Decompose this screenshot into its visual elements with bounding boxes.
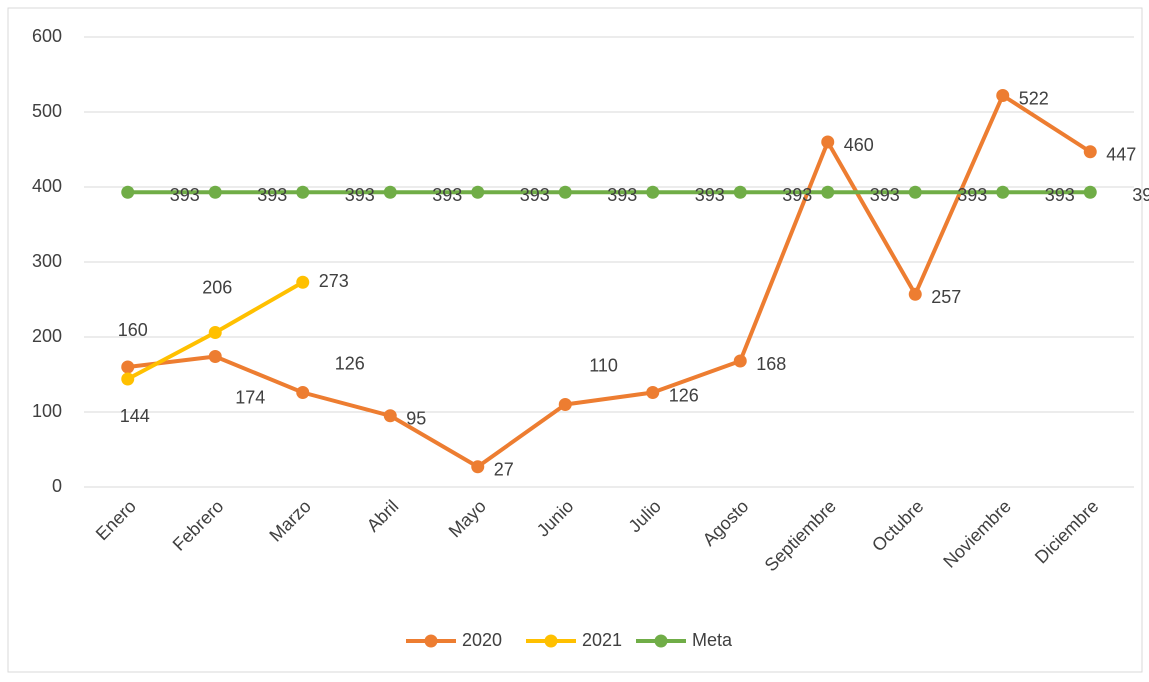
- point: [821, 185, 835, 199]
- data-label: 393: [345, 185, 375, 205]
- point: [383, 409, 397, 423]
- point: [996, 89, 1010, 102]
- y-tick-label: 0: [52, 476, 62, 496]
- data-label: 168: [756, 354, 786, 374]
- point: [646, 185, 660, 199]
- data-label: 110: [589, 355, 618, 375]
- point: [208, 326, 222, 339]
- data-label: 393: [607, 185, 637, 205]
- point: [471, 460, 485, 474]
- legend-marker: [654, 634, 668, 648]
- y-tick-label: 100: [32, 401, 62, 421]
- data-label: 126: [669, 385, 699, 405]
- data-label: 393: [1132, 185, 1149, 205]
- point: [733, 185, 747, 199]
- point: [471, 185, 485, 199]
- point: [296, 185, 310, 199]
- legend-label: Meta: [692, 630, 733, 650]
- point: [646, 386, 660, 399]
- point: [996, 185, 1010, 199]
- point: [908, 185, 922, 199]
- data-label: 460: [844, 135, 874, 155]
- data-label: 273: [319, 271, 349, 291]
- point: [558, 398, 572, 411]
- data-label: 95: [406, 409, 426, 429]
- data-label: 393: [695, 185, 725, 205]
- data-label: 393: [432, 185, 462, 205]
- y-tick-label: 400: [32, 176, 62, 196]
- data-label: 160: [118, 320, 148, 340]
- point: [908, 287, 922, 301]
- point: [208, 185, 222, 199]
- data-label: 126: [335, 353, 365, 373]
- data-label: 174: [235, 387, 265, 407]
- point: [296, 275, 310, 289]
- data-label: 393: [782, 185, 812, 205]
- point: [558, 185, 572, 199]
- point: [121, 372, 135, 386]
- data-label: 393: [520, 185, 550, 205]
- data-label: 393: [870, 185, 900, 205]
- data-label: 393: [957, 185, 987, 205]
- data-label: 257: [931, 287, 961, 307]
- data-label: 393: [1045, 185, 1075, 205]
- point: [1083, 145, 1097, 159]
- y-tick-label: 500: [32, 101, 62, 121]
- data-label: 393: [170, 185, 200, 205]
- data-label: 522: [1019, 88, 1049, 108]
- legend-label: 2021: [582, 630, 622, 650]
- point: [208, 350, 222, 363]
- point: [821, 135, 835, 149]
- data-label: 206: [202, 277, 232, 297]
- data-label: 27: [494, 460, 514, 480]
- data-label: 393: [257, 185, 287, 205]
- legend-label: 2020: [462, 630, 502, 650]
- point: [1083, 185, 1097, 199]
- legend-marker: [424, 634, 438, 648]
- data-label: 144: [120, 406, 150, 426]
- point: [733, 354, 747, 368]
- data-label: 447: [1106, 145, 1136, 165]
- point: [121, 360, 135, 374]
- series-line: [127, 93, 1092, 469]
- point: [121, 185, 135, 199]
- point: [296, 386, 310, 399]
- legend-marker: [544, 634, 558, 648]
- chart-border: [7, 7, 1143, 673]
- y-tick-label: 600: [32, 26, 62, 46]
- y-tick-label: 200: [32, 326, 62, 346]
- y-tick-label: 300: [32, 251, 62, 271]
- point: [383, 185, 397, 199]
